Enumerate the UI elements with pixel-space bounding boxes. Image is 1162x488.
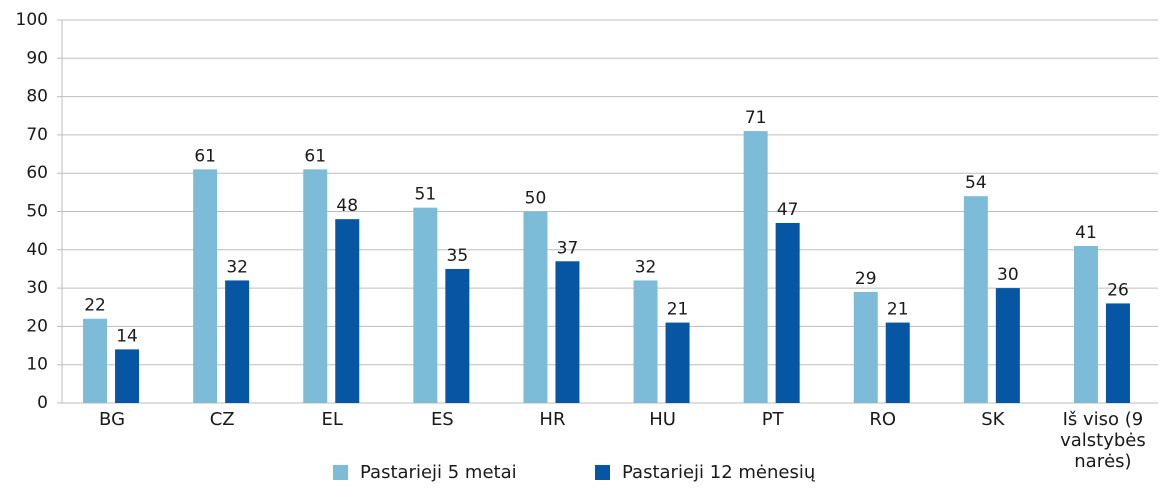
legend-item: Pastarieji 12 mėnesių	[595, 462, 815, 483]
bar	[193, 169, 218, 403]
y-tick-label: 40	[26, 240, 48, 260]
y-tick-label: 90	[26, 48, 48, 68]
legend-swatch	[595, 465, 610, 480]
y-tick-label: 80	[26, 87, 48, 107]
bar	[445, 268, 470, 403]
bar	[523, 211, 548, 403]
bar	[303, 169, 328, 403]
data-label: 21	[667, 300, 689, 320]
bar	[633, 280, 658, 403]
bar	[83, 318, 108, 403]
bar	[995, 288, 1020, 403]
data-label: 22	[84, 296, 106, 316]
bar	[963, 196, 988, 403]
x-tick-label: SK	[981, 409, 1005, 430]
data-label: 54	[965, 173, 987, 193]
bar	[335, 219, 360, 403]
y-tick-label: 100	[16, 10, 48, 30]
data-label: 41	[1075, 223, 1097, 243]
bar	[413, 207, 438, 403]
x-tick-label: HU	[649, 409, 676, 430]
data-label: 30	[997, 265, 1019, 285]
data-label: 26	[1107, 280, 1129, 300]
x-tick-label: BG	[99, 409, 126, 430]
y-tick-label: 10	[26, 355, 48, 375]
data-label: 35	[447, 246, 469, 266]
data-label: 14	[116, 326, 138, 346]
bar	[555, 261, 580, 403]
bar	[115, 349, 140, 403]
bar	[1073, 245, 1098, 403]
data-label: 50	[525, 189, 547, 209]
bar	[665, 322, 690, 403]
x-tick-label: Iš viso (9 valstybės narės)	[1060, 409, 1146, 472]
x-tick-label: CZ	[209, 409, 235, 430]
y-tick-label: 70	[26, 125, 48, 145]
bar	[853, 291, 878, 403]
data-label: 48	[336, 196, 358, 216]
bar	[1105, 303, 1130, 403]
data-label: 61	[304, 146, 326, 166]
y-tick-label: 0	[37, 393, 48, 413]
legend-label: Pastarieji 12 mėnesių	[622, 462, 816, 483]
y-tick-label: 30	[26, 278, 48, 298]
data-label: 71	[745, 108, 767, 128]
bar	[743, 131, 768, 403]
bar	[885, 322, 910, 403]
bar	[225, 280, 250, 403]
data-label: 32	[226, 257, 248, 277]
data-label: 29	[855, 269, 877, 289]
bar	[775, 222, 800, 403]
x-tick-label: ES	[430, 409, 454, 430]
x-tick-label: RO	[869, 409, 897, 430]
y-tick-label: 60	[26, 163, 48, 183]
data-label: 47	[777, 200, 799, 220]
data-label: 61	[194, 146, 216, 166]
x-tick-label: EL	[321, 409, 343, 430]
y-tick-label: 50	[26, 202, 48, 222]
legend-item: Pastarieji 5 metai	[333, 462, 517, 483]
data-label: 37	[557, 238, 579, 258]
data-label: 51	[415, 185, 437, 205]
x-tick-label: PT	[761, 409, 784, 430]
x-tick-label: HR	[539, 409, 566, 430]
data-label: 21	[887, 300, 909, 320]
data-label: 32	[635, 257, 657, 277]
y-tick-label: 20	[26, 316, 48, 336]
legend-swatch	[333, 465, 348, 480]
legend-label: Pastarieji 5 metai	[360, 462, 517, 483]
